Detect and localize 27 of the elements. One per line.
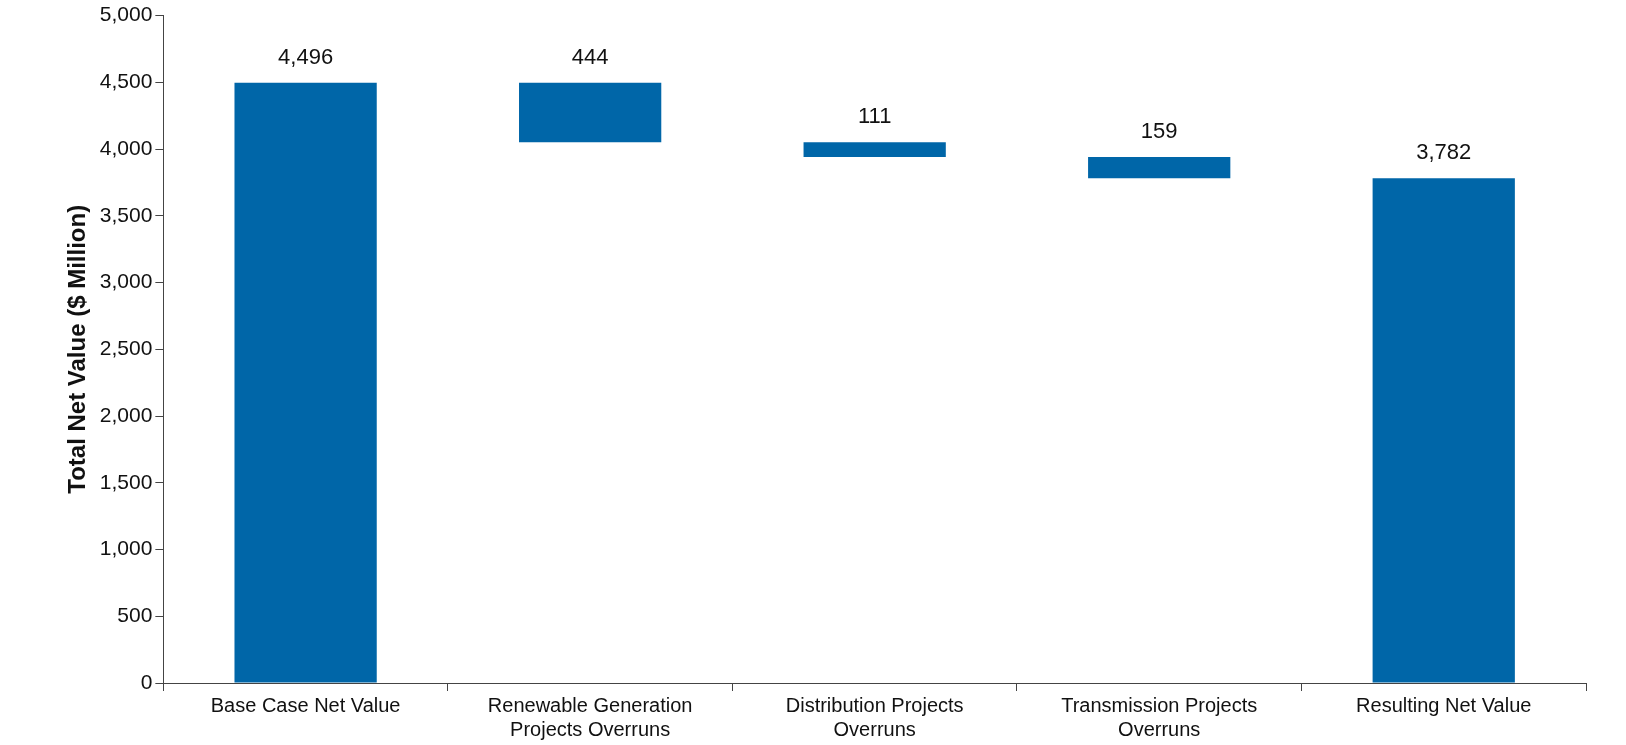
y-tick-label: 1,000 (99, 536, 153, 560)
y-tick-label: 500 (117, 603, 153, 627)
y-tick-label: 3,500 (99, 202, 153, 226)
x-tick-label: Transmission Projects Overruns (1061, 693, 1258, 740)
y-tick-label: 2,000 (99, 402, 153, 426)
y-tick-label: 2,500 (99, 336, 153, 360)
data-label: 4,496 (278, 43, 334, 69)
bar (1372, 178, 1515, 683)
bar (803, 142, 946, 157)
data-label: 111 (857, 103, 892, 129)
data-label: 444 (571, 43, 609, 69)
y-tick-label: 3,000 (99, 269, 153, 293)
data-label: 3,782 (1416, 139, 1472, 165)
y-tick-label: 5,000 (99, 2, 153, 26)
x-tick-label: Resulting Net Value (1356, 693, 1532, 716)
y-tick-label: 0 (140, 669, 153, 693)
x-tick-label: Base Case Net Value (210, 693, 401, 716)
y-axis-title: Total Net Value ($ Million) (63, 204, 91, 494)
bar (234, 82, 377, 683)
data-label: 159 (1140, 118, 1178, 144)
x-tick-label: Renewable Generation Projects Overruns (487, 693, 693, 740)
bar (519, 82, 662, 143)
bar (1088, 156, 1231, 179)
x-tick-label: Distribution Projects Overruns (785, 693, 964, 740)
y-tick-label: 4,000 (99, 135, 153, 159)
y-tick-label: 4,500 (99, 69, 153, 93)
y-tick-label: 1,500 (99, 469, 153, 493)
